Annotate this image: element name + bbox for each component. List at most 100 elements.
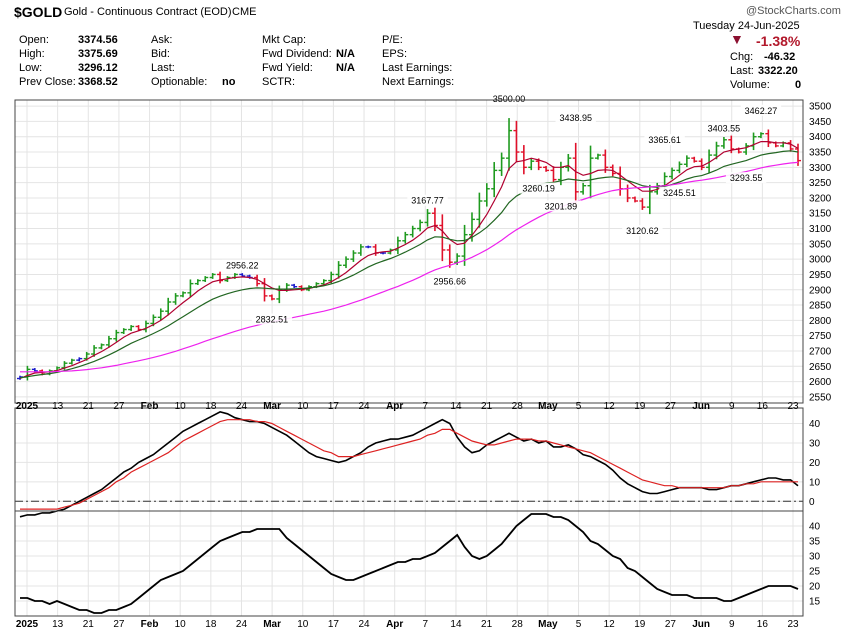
annotation-bg xyxy=(407,194,448,206)
quote-label: Ask: xyxy=(151,34,173,46)
price-panel: 2956.22 2832.51 3167.77 2956.66 3500.00 3260.… xyxy=(17,93,801,381)
indicator-panel-2 xyxy=(20,513,799,614)
date-label: Tuesday 24-Jun-2025 xyxy=(693,20,800,32)
y-tick-label: 2550 xyxy=(809,392,832,403)
annotation-bg xyxy=(725,172,767,184)
panel-frame xyxy=(14,510,804,617)
y-tick-label: 2700 xyxy=(809,346,832,357)
y-tick-label: 3200 xyxy=(809,193,832,204)
panel-frame xyxy=(14,99,804,404)
y-tick-label: 2750 xyxy=(809,331,832,342)
x-tick-label: 9 xyxy=(729,401,735,412)
y-tick-label: 3100 xyxy=(809,224,832,235)
annotation-bg xyxy=(622,225,663,237)
quote-label: Last Earnings: xyxy=(382,62,453,74)
moving-average-line xyxy=(19,150,799,379)
price-annotation: 3120.62 xyxy=(626,226,659,236)
price-annotation: 3365.61 xyxy=(648,135,681,145)
y-tick-label: 3500 xyxy=(809,102,832,113)
x-tick-label: 13 xyxy=(52,401,64,412)
quote-value: 3374.56 xyxy=(78,34,118,46)
y-tick-label: 0 xyxy=(809,497,815,508)
instrument-name: Gold - Continuous Contract (EOD) xyxy=(64,6,232,18)
x-tick-label: 12 xyxy=(604,619,616,630)
panel-frames xyxy=(14,99,804,617)
annotation-bg xyxy=(740,104,782,116)
x-tick-label: Feb xyxy=(141,619,159,630)
x-tick-label: 12 xyxy=(604,401,616,412)
indicator-line xyxy=(20,513,799,614)
watermark: @StockCharts.com xyxy=(746,5,841,17)
axes: 20252025131321212727FebFeb101018182424Ma… xyxy=(16,102,832,630)
y-tick-label: 15 xyxy=(809,597,821,608)
y-tick-label: 3000 xyxy=(809,255,832,266)
x-tick-label: 17 xyxy=(328,619,340,630)
y-tick-label: 20 xyxy=(809,582,821,593)
x-tick-label: 27 xyxy=(113,401,125,412)
y-tick-label: 25 xyxy=(809,567,821,578)
x-tick-label: 10 xyxy=(297,619,309,630)
annotation-bg xyxy=(540,200,582,212)
x-tick-label: 24 xyxy=(236,401,248,412)
x-tick-label: May xyxy=(538,401,558,412)
annotation-bg xyxy=(251,313,293,325)
x-tick-label: 24 xyxy=(358,401,370,412)
x-tick-label: 21 xyxy=(83,401,95,412)
volume-value: 0 xyxy=(795,79,802,91)
x-tick-label: 28 xyxy=(512,619,524,630)
quote-label: P/E: xyxy=(382,34,403,46)
indicator-panel-1 xyxy=(15,411,803,518)
price-annotation: 2832.51 xyxy=(256,315,289,325)
down-arrow-icon: ▼ xyxy=(730,31,744,47)
x-tick-label: 27 xyxy=(665,401,677,412)
chg-label: Chg: xyxy=(730,51,754,63)
y-tick-label: 2650 xyxy=(809,362,832,373)
price-annotation: 2956.22 xyxy=(226,261,259,271)
x-tick-label: Apr xyxy=(386,401,403,412)
x-tick-label: 10 xyxy=(175,401,187,412)
x-tick-label: 10 xyxy=(175,619,187,630)
annotation-bg xyxy=(488,93,530,105)
annotation-bg xyxy=(518,182,559,194)
volume-label: Volume: xyxy=(730,79,770,91)
chg-value: -46.32 xyxy=(764,51,796,63)
price-annotation: 3403.55 xyxy=(708,124,741,134)
x-tick-label: 17 xyxy=(328,401,340,412)
x-tick-label: Mar xyxy=(263,401,281,412)
price-annotation: 3245.51 xyxy=(663,188,696,198)
quote-value: N/A xyxy=(336,62,355,74)
x-tick-label: 21 xyxy=(481,401,493,412)
quote-value: 3296.12 xyxy=(78,62,118,74)
x-tick-label: 19 xyxy=(634,401,646,412)
annotation-bg xyxy=(644,134,685,146)
price-annotation: 3462.27 xyxy=(745,106,778,116)
x-tick-label: 13 xyxy=(52,619,64,630)
quote-label: EPS: xyxy=(382,48,408,60)
y-tick-label: 2850 xyxy=(809,301,832,312)
grid xyxy=(15,100,803,616)
x-tick-label: 7 xyxy=(423,619,429,630)
annotation-bg xyxy=(659,186,700,198)
quote-label: Last: xyxy=(151,62,175,74)
price-annotation: 2956.66 xyxy=(433,276,466,286)
x-tick-label: Mar xyxy=(263,619,281,630)
x-tick-label: 18 xyxy=(205,619,217,630)
y-tick-label: 2900 xyxy=(809,285,832,296)
y-tick-label: 3050 xyxy=(809,239,832,250)
y-tick-label: 3250 xyxy=(809,178,832,189)
x-tick-label: 5 xyxy=(576,619,582,630)
quote-label: SCTR: xyxy=(262,76,295,88)
quote-label: Mkt Cap: xyxy=(262,34,307,46)
quote-label: Open: xyxy=(19,34,49,46)
price-annotation: 3260.19 xyxy=(522,184,555,194)
quote-value: 3368.52 xyxy=(78,76,118,88)
quote-label: Fwd Yield: xyxy=(262,62,313,74)
annotation-bg xyxy=(222,259,263,271)
x-tick-label: 18 xyxy=(205,401,217,412)
y-tick-label: 30 xyxy=(809,438,821,449)
y-tick-label: 3450 xyxy=(809,117,832,128)
x-tick-label: Apr xyxy=(386,619,403,630)
x-tick-label: Jun xyxy=(692,401,710,412)
y-tick-label: 3300 xyxy=(809,163,832,174)
